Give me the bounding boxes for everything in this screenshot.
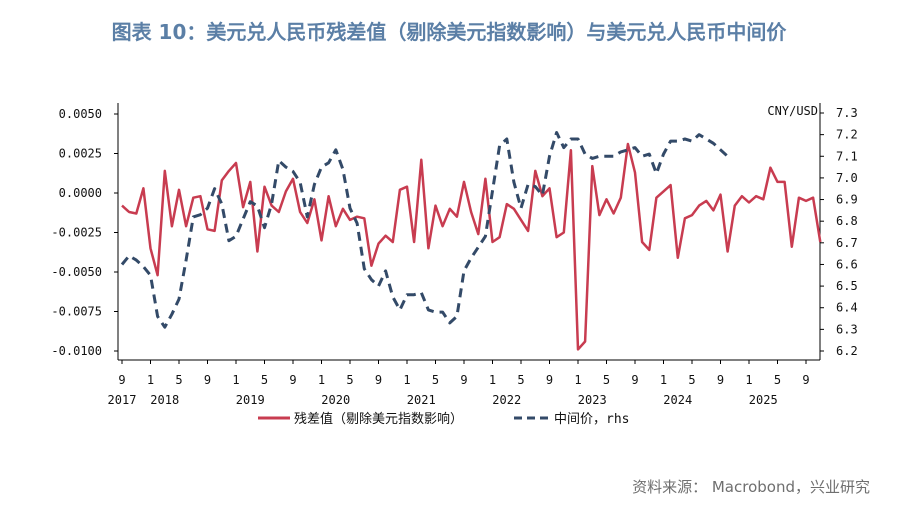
- x-tick-label: 5: [432, 373, 439, 387]
- x-tick-label: 5: [261, 373, 268, 387]
- x-year-label: 2022: [492, 393, 521, 407]
- source-note: 资料来源： Macrobond，兴业研究: [632, 478, 870, 496]
- x-year-label: 2020: [321, 393, 350, 407]
- x-tick-label: 5: [517, 373, 524, 387]
- legend-label-residual: 残差值（剔除美元指数影响）: [294, 411, 463, 427]
- x-tick-label: 1: [660, 373, 667, 387]
- right-tick-label: 6.7: [836, 236, 858, 250]
- x-tick-label: 1: [745, 373, 752, 387]
- x-tick-label: 9: [546, 373, 553, 387]
- left-tick-label: -0.0050: [51, 265, 102, 279]
- left-tick-label: 0.0000: [59, 186, 102, 200]
- left-tick-label: -0.0100: [51, 344, 102, 358]
- x-tick-label: 5: [175, 373, 182, 387]
- right-tick-label: 7.0: [836, 171, 858, 185]
- x-tick-label: 1: [147, 373, 154, 387]
- chart-title: 图表 10：美元兑人民币残差值（剔除美元指数影响）与美元兑人民币中间价: [111, 20, 787, 44]
- x-tick-label: 9: [717, 373, 724, 387]
- x-tick-label: 5: [603, 373, 610, 387]
- x-tick-label: 1: [232, 373, 239, 387]
- left-tick-label: -0.0075: [51, 305, 102, 319]
- x-tick-label: 5: [346, 373, 353, 387]
- x-tick-label: 9: [118, 373, 125, 387]
- left-tick-label: 0.0025: [59, 147, 102, 161]
- right-tick-label: 6.2: [836, 344, 858, 358]
- x-year-label: 2024: [663, 393, 692, 407]
- x-tick-label: 9: [375, 373, 382, 387]
- right-axis-unit: CNY/USD: [767, 104, 818, 118]
- x-year-label: 2025: [749, 393, 778, 407]
- right-tick-label: 6.8: [836, 214, 858, 228]
- right-tick-label: 6.5: [836, 279, 858, 293]
- x-year-label: 2019: [236, 393, 265, 407]
- x-year-label: 2023: [578, 393, 607, 407]
- x-tick-label: 5: [774, 373, 781, 387]
- plot-area: 0.0050 0.0025 0.0000 -0.0025 -0.0050 -0.0075 -…: [51, 103, 858, 427]
- x-tick-label: 9: [204, 373, 211, 387]
- right-tick-label: 6.9: [836, 193, 858, 207]
- x-tick-label: 9: [289, 373, 296, 387]
- x-tick-label: 9: [802, 373, 809, 387]
- left-tick-label: -0.0025: [51, 226, 102, 240]
- right-tick-label: 7.1: [836, 149, 858, 163]
- legend-label-midpoint: 中间价，rhs: [554, 412, 629, 427]
- x-tick-label: 1: [489, 373, 496, 387]
- x-tick-label: 5: [688, 373, 695, 387]
- x-tick-label: 9: [460, 373, 467, 387]
- right-tick-label: 6.4: [836, 301, 858, 315]
- left-tick-label: 0.0050: [59, 107, 102, 121]
- x-tick-label: 1: [403, 373, 410, 387]
- right-tick-label: 7.3: [836, 106, 858, 120]
- x-year-label: 2018: [150, 393, 179, 407]
- x-year-label: 2017: [108, 393, 137, 407]
- x-tick-label: 1: [574, 373, 581, 387]
- right-tick-label: 6.6: [836, 257, 858, 271]
- right-tick-label: 6.3: [836, 322, 858, 336]
- x-tick-label: 1: [318, 373, 325, 387]
- right-tick-label: 7.2: [836, 128, 858, 142]
- midpoint-series-line: [120, 131, 729, 329]
- x-tick-label: 9: [631, 373, 638, 387]
- x-year-label: 2021: [407, 393, 436, 407]
- residual-series-line: [121, 142, 822, 351]
